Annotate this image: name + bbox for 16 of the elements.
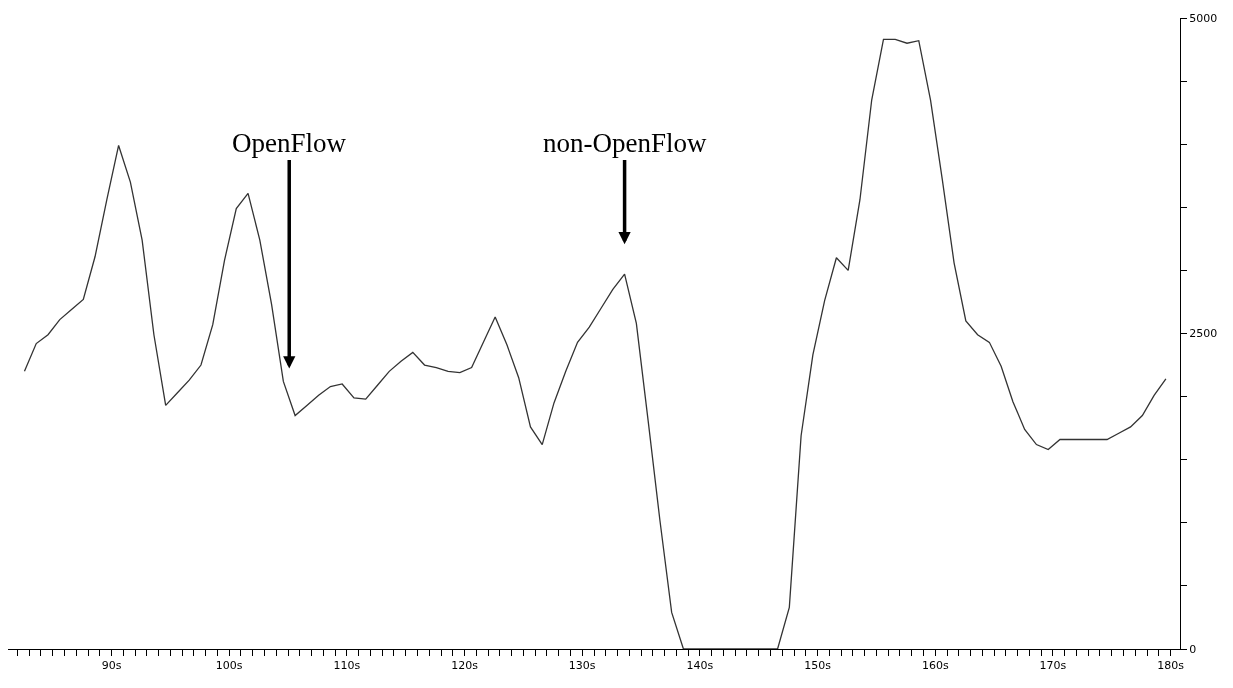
x-tick-label: 180s	[1157, 659, 1185, 673]
x-tick-label: 150s	[804, 659, 832, 673]
x-tick-label: 170s	[1039, 659, 1067, 673]
x-tick-label: 130s	[568, 659, 596, 673]
x-tick-label: 100s	[215, 659, 243, 673]
x-tick-label: 140s	[686, 659, 714, 673]
x-tick-label: 160s	[921, 659, 949, 673]
y-tick-label: 5000	[1189, 11, 1218, 25]
annotation: OpenFlow	[232, 128, 347, 158]
line-series	[23, 38, 1167, 649]
x-tick-label: 120s	[451, 659, 479, 673]
x-tick-label: 110s	[333, 659, 361, 673]
annotation: non-OpenFlow	[543, 128, 707, 158]
y-tick-label: 0	[1189, 642, 1197, 656]
x-tick-label: 90s	[101, 659, 122, 673]
y-tick-label: 2500	[1189, 327, 1218, 341]
